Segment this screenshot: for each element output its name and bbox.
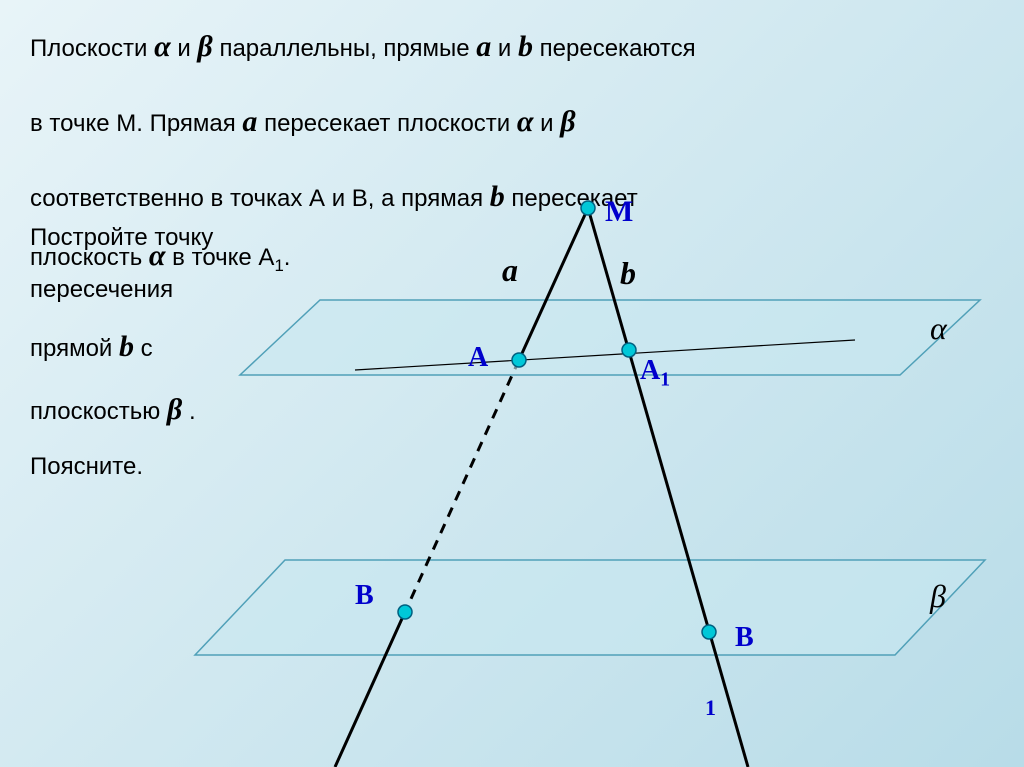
label-plane-beta: β [930, 578, 946, 615]
label-b-point: B [355, 580, 374, 612]
point-b [398, 605, 412, 619]
label-m: M [605, 195, 633, 229]
subscript: 1 [660, 370, 670, 391]
point-a1 [622, 343, 636, 357]
label-a: A [468, 342, 488, 374]
txt: A [640, 355, 660, 386]
geometry-diagram [0, 0, 1024, 767]
point-m [581, 201, 595, 215]
line-b [588, 208, 748, 767]
label-a1: A1 [640, 355, 670, 392]
point-a [512, 353, 526, 367]
plane-alpha [240, 300, 980, 375]
label-line-b: b [620, 255, 636, 292]
label-b1-point: B [735, 622, 754, 654]
plane-beta [195, 560, 985, 655]
label-plane-alpha: α [930, 310, 947, 347]
point-b1 [702, 625, 716, 639]
label-line-a: a [502, 252, 518, 289]
label-stray-1: 1 [705, 695, 716, 721]
